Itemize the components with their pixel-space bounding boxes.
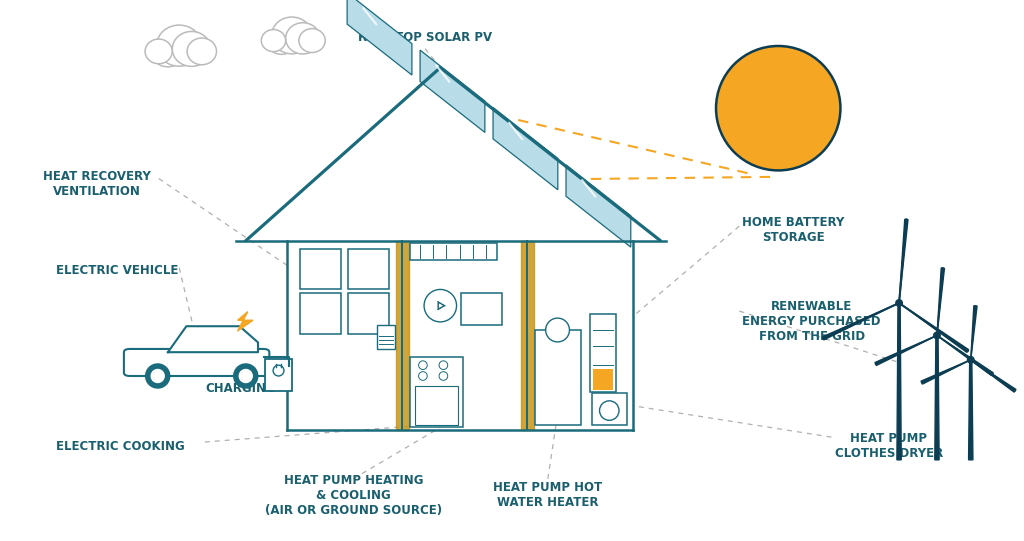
Polygon shape xyxy=(897,303,901,460)
Ellipse shape xyxy=(968,357,974,363)
Ellipse shape xyxy=(145,364,170,388)
Polygon shape xyxy=(899,303,969,352)
Text: RENEWABLE
ENERGY PURCHASED
FROM THE GRID: RENEWABLE ENERGY PURCHASED FROM THE GRID xyxy=(742,300,881,344)
Bar xyxy=(415,386,458,425)
Bar xyxy=(592,393,627,425)
Polygon shape xyxy=(347,0,412,75)
Polygon shape xyxy=(238,312,253,331)
Ellipse shape xyxy=(151,36,185,67)
Ellipse shape xyxy=(261,30,286,51)
Polygon shape xyxy=(168,326,258,352)
Ellipse shape xyxy=(233,364,258,388)
Bar xyxy=(300,249,341,289)
Bar xyxy=(590,314,616,392)
Ellipse shape xyxy=(716,46,841,170)
Polygon shape xyxy=(899,219,908,303)
Polygon shape xyxy=(494,108,558,190)
Text: HOME BATTERY
STORAGE: HOME BATTERY STORAGE xyxy=(742,216,845,244)
Ellipse shape xyxy=(599,401,620,420)
Bar xyxy=(461,293,502,325)
Polygon shape xyxy=(420,50,485,133)
Polygon shape xyxy=(566,165,631,247)
Bar xyxy=(300,293,341,334)
Polygon shape xyxy=(935,335,939,460)
Ellipse shape xyxy=(240,370,252,382)
Bar xyxy=(410,243,497,260)
Bar xyxy=(593,369,613,390)
Ellipse shape xyxy=(145,39,172,64)
Ellipse shape xyxy=(152,370,164,382)
Ellipse shape xyxy=(172,31,211,67)
Ellipse shape xyxy=(286,23,321,54)
Polygon shape xyxy=(969,360,973,460)
Text: ELECTRIC VEHICLE: ELECTRIC VEHICLE xyxy=(56,264,179,277)
Bar xyxy=(410,357,463,427)
Bar xyxy=(348,293,389,334)
Text: ROOFTOP SOLAR PV: ROOFTOP SOLAR PV xyxy=(358,31,492,44)
Ellipse shape xyxy=(266,27,297,55)
Polygon shape xyxy=(971,306,977,360)
Ellipse shape xyxy=(546,318,569,342)
Polygon shape xyxy=(937,335,993,375)
Ellipse shape xyxy=(934,332,940,339)
Text: ELECTRIC COOKING: ELECTRIC COOKING xyxy=(56,440,185,453)
Bar xyxy=(348,249,389,289)
Bar xyxy=(377,325,395,349)
Polygon shape xyxy=(921,360,971,384)
Text: EV CAR
CHARGING: EV CAR CHARGING xyxy=(205,367,276,395)
Text: HEAT PUMP
CLOTHES DRYER: HEAT PUMP CLOTHES DRYER xyxy=(835,432,943,460)
Ellipse shape xyxy=(299,29,326,52)
Text: HEAT PUMP HOT
WATER HEATER: HEAT PUMP HOT WATER HEATER xyxy=(494,481,602,509)
Ellipse shape xyxy=(896,300,902,306)
Text: HEAT RECOVERY
VENTILATION: HEAT RECOVERY VENTILATION xyxy=(43,170,152,198)
Ellipse shape xyxy=(271,17,312,54)
Polygon shape xyxy=(822,303,899,340)
Polygon shape xyxy=(971,360,1016,392)
Ellipse shape xyxy=(187,38,216,65)
Bar xyxy=(265,359,292,391)
Bar xyxy=(535,330,581,425)
Ellipse shape xyxy=(157,25,202,66)
FancyBboxPatch shape xyxy=(124,349,269,376)
Polygon shape xyxy=(937,268,944,335)
Text: HEAT PUMP HEATING
& COOLING
(AIR OR GROUND SOURCE): HEAT PUMP HEATING & COOLING (AIR OR GROU… xyxy=(265,473,441,517)
Polygon shape xyxy=(874,335,937,366)
